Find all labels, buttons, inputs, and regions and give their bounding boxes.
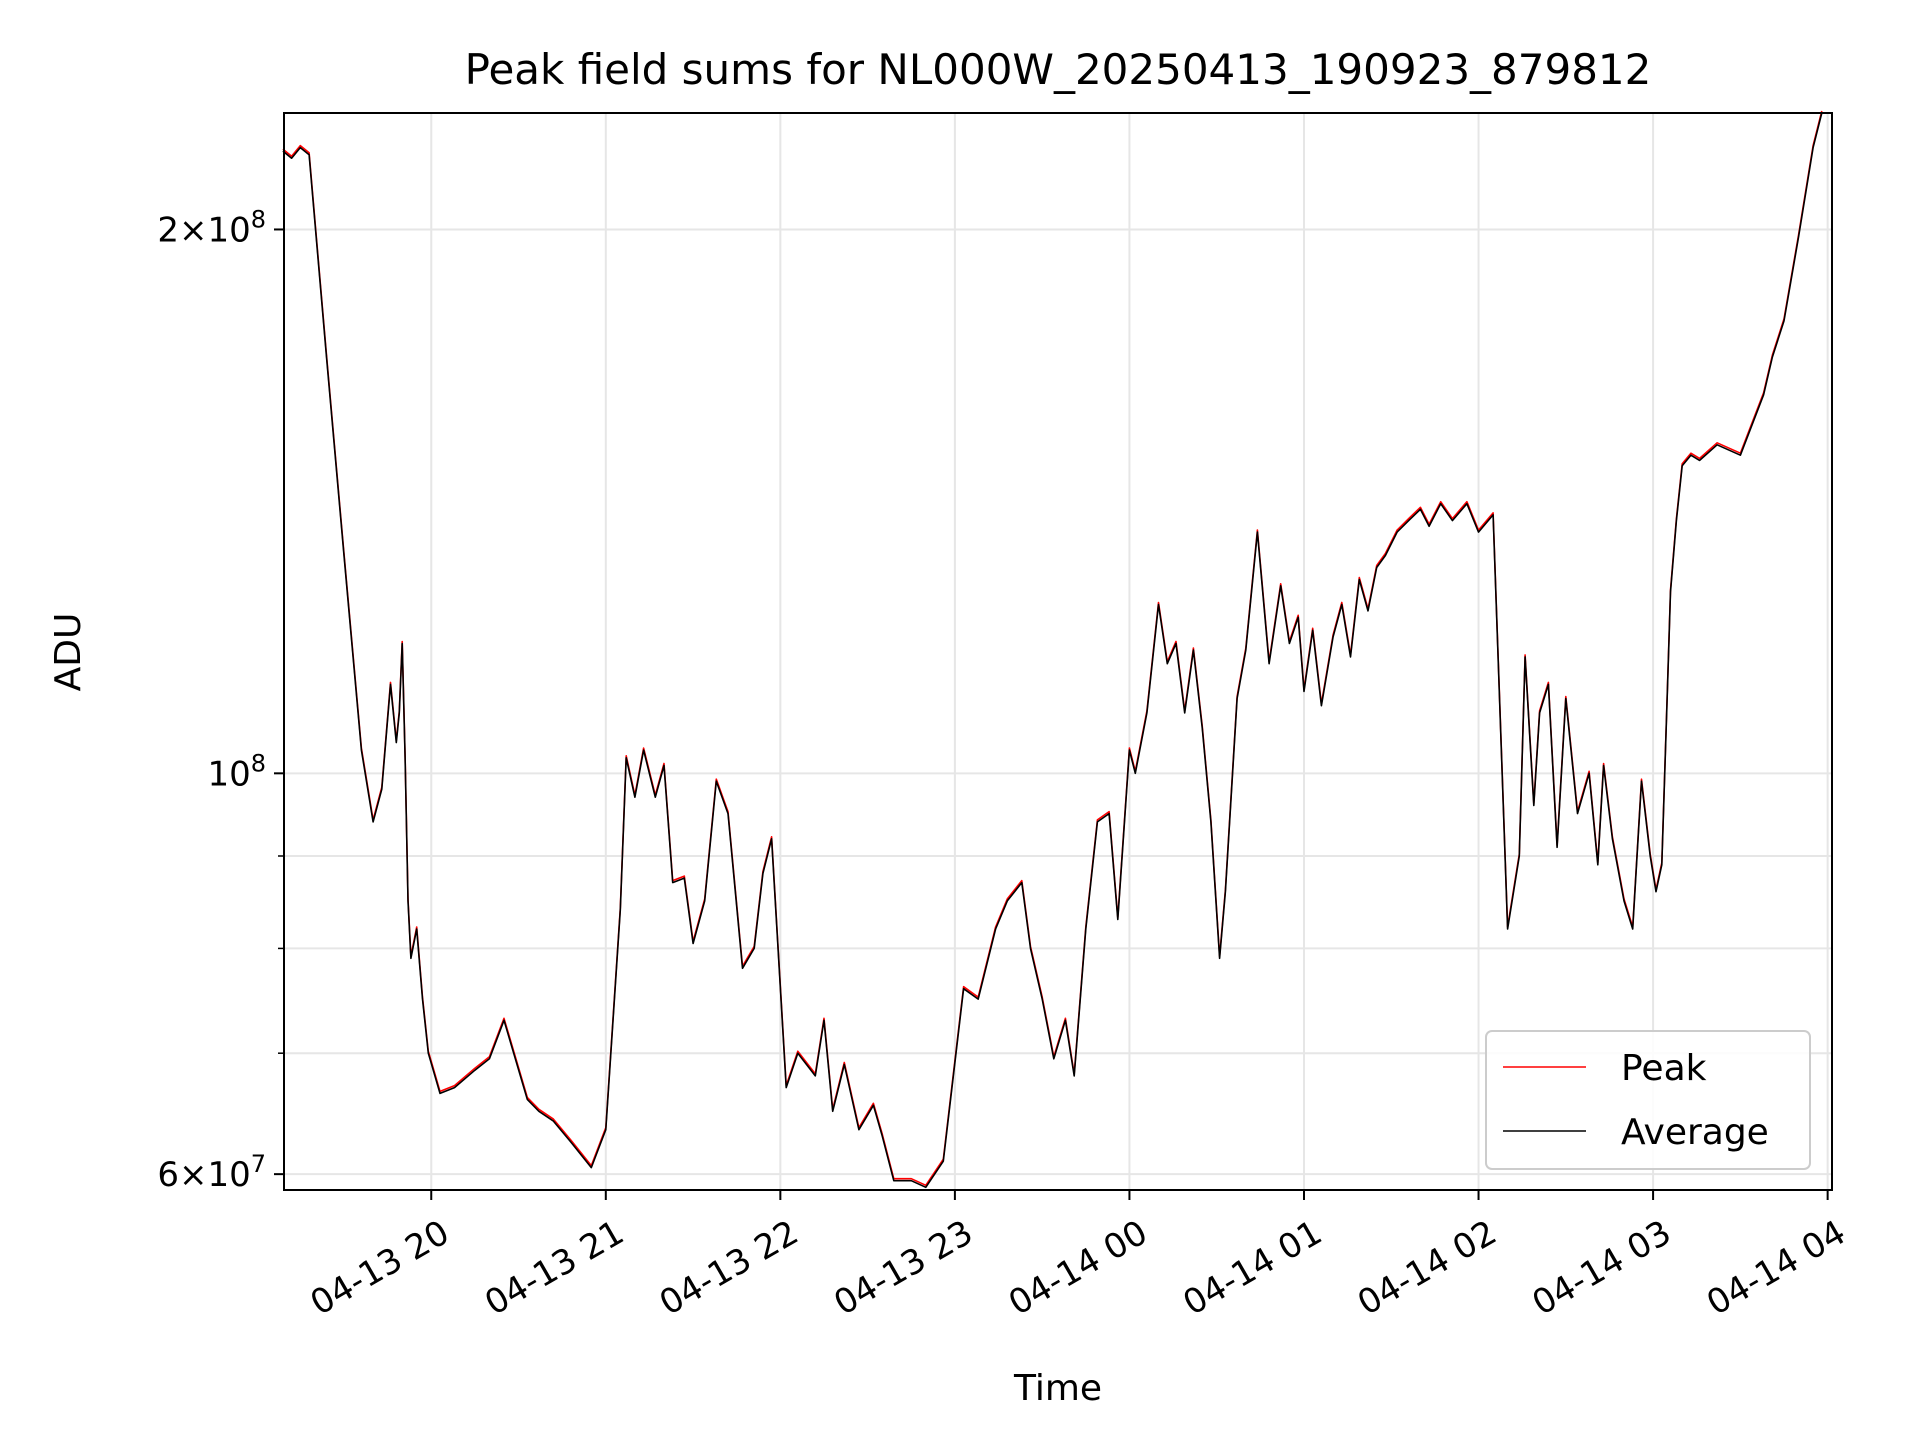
plot-frame: [283, 112, 1833, 1191]
chart-title: Peak field sums for NL000W_20250413_1909…: [465, 45, 1652, 94]
legend-box: [1485, 1030, 1811, 1170]
average-line: [282, 112, 1823, 1189]
y-tick-label: 2×108: [157, 205, 266, 250]
y-tick-label: 6×107: [157, 1150, 266, 1195]
x-axis-label: Time: [1013, 1368, 1102, 1409]
y-axis: 6×107 108 2×108: [157, 205, 284, 1195]
legend-peak-label: Peak: [1621, 1048, 1707, 1089]
legend-average-label: Average: [1621, 1112, 1769, 1153]
y-axis-label: ADU: [48, 613, 89, 692]
series-average: [282, 112, 1823, 1189]
y-tick-label: 108: [207, 749, 266, 794]
legend: Peak Average: [1485, 1030, 1811, 1170]
